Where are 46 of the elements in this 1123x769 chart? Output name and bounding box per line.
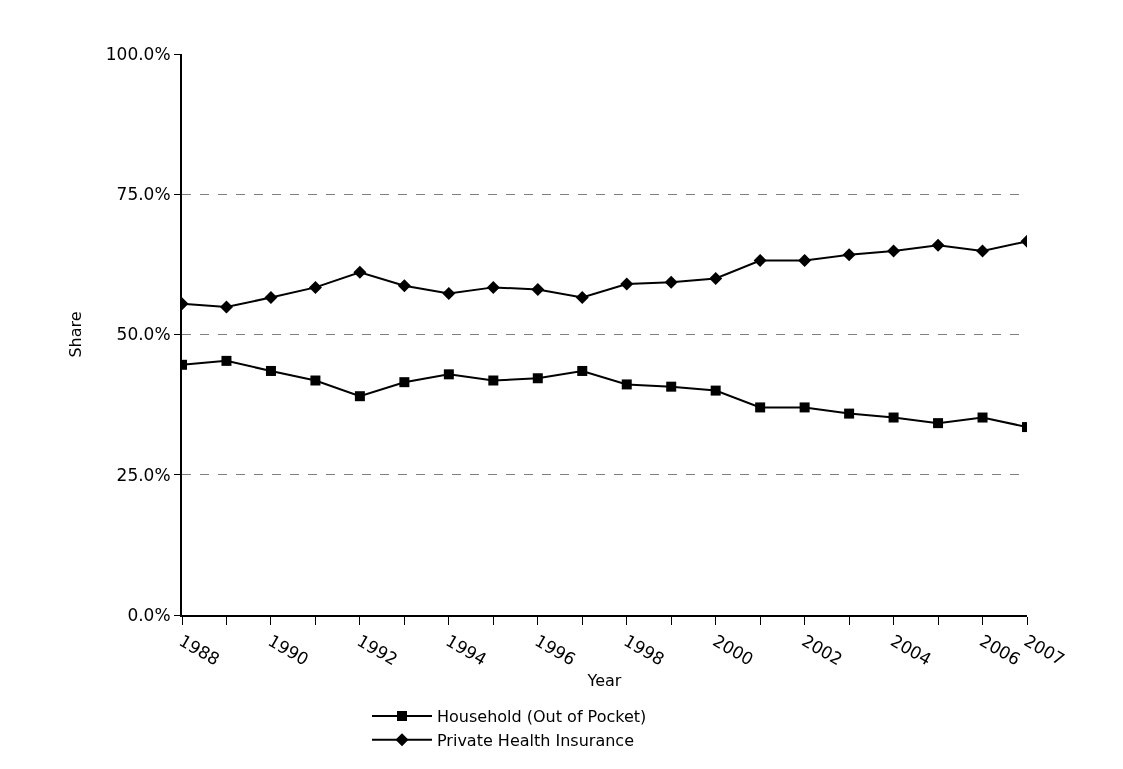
y-tick-label: 75.0% bbox=[116, 184, 171, 205]
point bbox=[531, 283, 545, 297]
point bbox=[399, 377, 410, 388]
point bbox=[308, 280, 322, 294]
point bbox=[709, 271, 723, 285]
point bbox=[977, 412, 988, 423]
point bbox=[620, 277, 634, 291]
y-axis-title: Share bbox=[66, 311, 86, 358]
point bbox=[219, 300, 233, 314]
point bbox=[933, 418, 944, 429]
point bbox=[888, 412, 899, 423]
point bbox=[710, 385, 721, 396]
point bbox=[532, 373, 543, 384]
point bbox=[221, 355, 232, 366]
point bbox=[442, 287, 456, 301]
point bbox=[575, 290, 589, 304]
x-axis-title: Year bbox=[586, 670, 622, 690]
point bbox=[488, 375, 499, 386]
legend-label: Private Health Insurance bbox=[437, 731, 634, 751]
point bbox=[264, 290, 278, 304]
point bbox=[931, 238, 945, 252]
point bbox=[621, 379, 632, 390]
point bbox=[443, 369, 454, 380]
point bbox=[753, 253, 767, 267]
point bbox=[310, 375, 321, 386]
legend-label: Household (Out of Pocket) bbox=[437, 707, 647, 727]
point bbox=[486, 280, 500, 294]
point bbox=[353, 265, 367, 279]
point bbox=[577, 365, 588, 376]
point bbox=[976, 244, 990, 258]
point bbox=[664, 275, 678, 289]
point bbox=[798, 253, 812, 267]
y-tick-label: 25.0% bbox=[116, 464, 171, 485]
point bbox=[844, 408, 855, 419]
point bbox=[397, 279, 411, 293]
y-tick-label: 100.0% bbox=[105, 43, 171, 64]
y-tick-label: 0.0% bbox=[127, 604, 171, 625]
point bbox=[842, 248, 856, 262]
point bbox=[755, 402, 766, 413]
point bbox=[666, 381, 677, 392]
y-tick-label: 50.0% bbox=[116, 324, 171, 345]
point bbox=[799, 402, 810, 413]
point bbox=[887, 244, 901, 258]
x-tick-label: 2007 bbox=[1020, 630, 1069, 670]
point bbox=[265, 365, 276, 376]
point bbox=[354, 391, 365, 402]
